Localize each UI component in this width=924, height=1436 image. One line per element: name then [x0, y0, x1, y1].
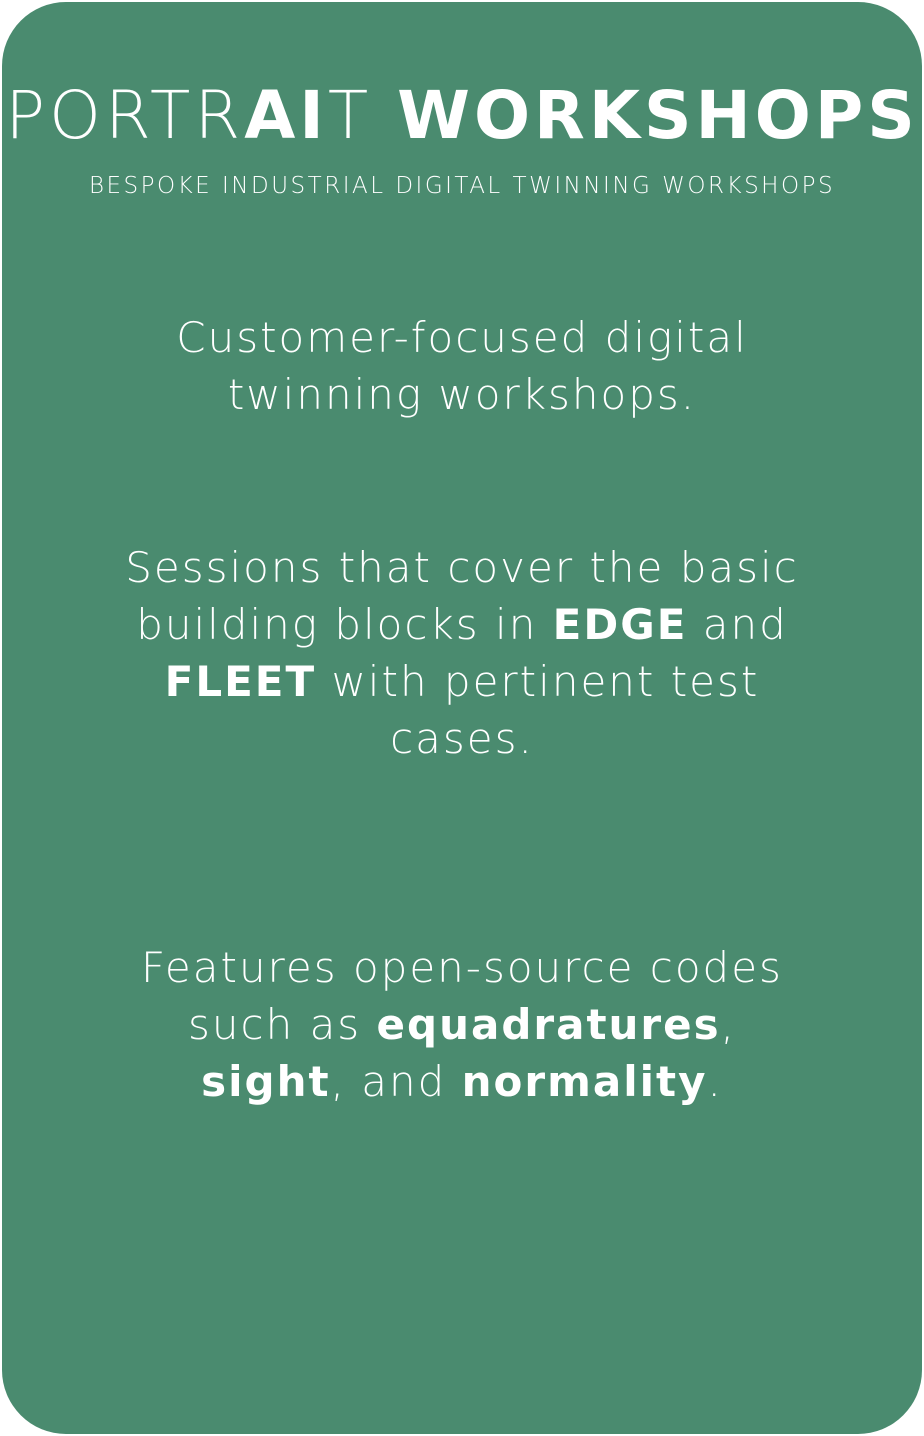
title-part-ai: AI [244, 77, 328, 154]
paragraph-features: Features open-source codes such as equad… [112, 939, 812, 1110]
paragraph-sessions-text-2: and [687, 600, 788, 649]
paragraph-customer-focused: Customer-focused digital twinning worksh… [176, 313, 748, 419]
paragraph-features-sep-1: , [720, 1000, 736, 1049]
page-title: PORTRAIT WORKSHOPS [2, 78, 922, 154]
fleet-keyword: FLEET [164, 657, 317, 706]
title-part-t: T [327, 77, 373, 154]
title-part-portr: PORTR [5, 77, 245, 154]
code-normality: normality [461, 1057, 708, 1106]
code-equadratures: equadratures [376, 1000, 721, 1049]
paragraph-features-end: . [707, 1057, 723, 1106]
edge-keyword: EDGE [552, 600, 688, 649]
paragraph-features-text-1: Features open-source codes such as [141, 943, 783, 1049]
paragraph-features-sep-2: , and [330, 1057, 462, 1106]
page-subtitle: BESPOKE INDUSTRIAL DIGITAL TWINNING WORK… [88, 173, 836, 199]
paragraph-sessions-text-1: Sessions that cover the basic building b… [125, 543, 799, 649]
paragraph-sessions: Sessions that cover the basic building b… [112, 539, 812, 767]
paragraph-sessions-text-3: with pertinent test cases. [316, 657, 760, 763]
title-part-workshops: WORKSHOPS [397, 77, 919, 154]
code-sight: sight [201, 1057, 331, 1106]
